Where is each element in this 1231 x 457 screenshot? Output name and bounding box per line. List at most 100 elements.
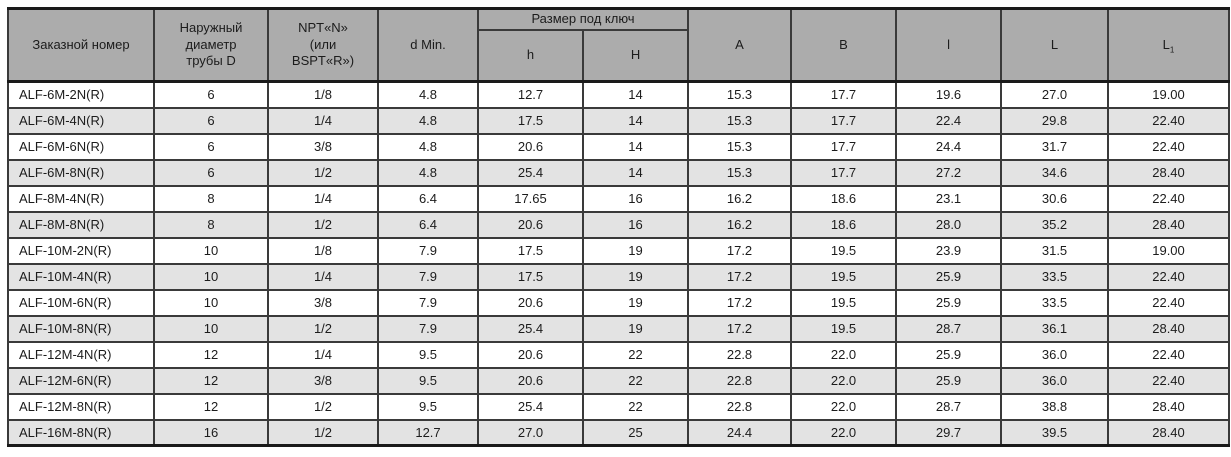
header-h-upper: H bbox=[581, 28, 690, 83]
cell-l-upper: 36.0 bbox=[1000, 366, 1110, 395]
cell-order-number: ALF-6M-2N(R) bbox=[7, 80, 155, 109]
header-row-main: Заказной номер Наружный диаметр трубы D … bbox=[7, 7, 1231, 83]
cell-a: 16.2 bbox=[687, 184, 793, 213]
cell-l-lower: 24.4 bbox=[895, 132, 1003, 161]
cell-l-lower: 28.7 bbox=[895, 314, 1003, 343]
cell-b: 22.0 bbox=[790, 366, 898, 395]
cell-order-number: ALF-12M-4N(R) bbox=[7, 340, 155, 369]
cell-outer-diameter: 10 bbox=[153, 262, 269, 291]
cell-wrench-h: 20.6 bbox=[477, 288, 584, 317]
cell-wrench-h: 20.6 bbox=[477, 210, 584, 239]
cell-npt: 1/4 bbox=[267, 106, 379, 135]
cell-npt: 1/2 bbox=[267, 210, 379, 239]
cell-order-number: ALF-12M-8N(R) bbox=[7, 392, 155, 421]
cell-l1: 28.40 bbox=[1107, 314, 1231, 343]
header-outer-diameter: Наружный диаметр трубы D bbox=[153, 7, 269, 83]
cell-a: 15.3 bbox=[687, 132, 793, 161]
cell-b: 22.0 bbox=[790, 340, 898, 369]
cell-l1: 22.40 bbox=[1107, 340, 1231, 369]
cell-l-lower: 23.9 bbox=[895, 236, 1003, 265]
cell-b: 17.7 bbox=[790, 132, 898, 161]
cell-d-min: 9.5 bbox=[377, 366, 479, 395]
cell-l-upper: 31.7 bbox=[1000, 132, 1110, 161]
cell-wrench-h: 27.0 bbox=[477, 418, 584, 447]
cell-outer-diameter: 10 bbox=[153, 236, 269, 265]
table-row: ALF-10M-8N(R) 10 1/2 7.9 25.4 19 17.2 19… bbox=[7, 314, 1231, 343]
cell-npt: 3/8 bbox=[267, 366, 379, 395]
cell-l-upper: 29.8 bbox=[1000, 106, 1110, 135]
cell-b: 19.5 bbox=[790, 314, 898, 343]
cell-npt: 1/2 bbox=[267, 418, 379, 447]
cell-l1: 19.00 bbox=[1107, 80, 1231, 109]
cell-order-number: ALF-6M-8N(R) bbox=[7, 158, 155, 187]
cell-outer-diameter: 12 bbox=[153, 340, 269, 369]
cell-l-lower: 19.6 bbox=[895, 80, 1003, 109]
header-l1: L1 bbox=[1107, 7, 1231, 83]
header-order-number: Заказной номер bbox=[7, 7, 155, 83]
cell-l-lower: 28.0 bbox=[895, 210, 1003, 239]
cell-d-min: 4.8 bbox=[377, 132, 479, 161]
cell-l-upper: 33.5 bbox=[1000, 288, 1110, 317]
cell-npt: 1/8 bbox=[267, 80, 379, 109]
cell-order-number: ALF-8M-4N(R) bbox=[7, 184, 155, 213]
cell-a: 22.8 bbox=[687, 366, 793, 395]
cell-wrench-h: 17.5 bbox=[477, 106, 584, 135]
cell-l1: 22.40 bbox=[1107, 262, 1231, 291]
header-l1-subscript: 1 bbox=[1169, 45, 1175, 55]
cell-a: 17.2 bbox=[687, 236, 793, 265]
header-row-sub: h H bbox=[8, 28, 1229, 83]
cell-b: 18.6 bbox=[790, 184, 898, 213]
cell-a: 15.3 bbox=[687, 158, 793, 187]
cell-l-lower: 22.4 bbox=[895, 106, 1003, 135]
cell-a: 17.2 bbox=[687, 262, 793, 291]
header-l1-base: L bbox=[1162, 36, 1170, 52]
cell-b: 19.5 bbox=[790, 236, 898, 265]
table-row: ALF-12M-4N(R) 12 1/4 9.5 20.6 22 22.8 22… bbox=[7, 340, 1231, 369]
cell-outer-diameter: 10 bbox=[153, 288, 269, 317]
cell-a: 15.3 bbox=[687, 80, 793, 109]
fitting-spec-table: Заказной номер Наружный диаметр трубы D … bbox=[7, 7, 1231, 447]
cell-l-upper: 35.2 bbox=[1000, 210, 1110, 239]
cell-b: 17.7 bbox=[790, 106, 898, 135]
cell-order-number: ALF-16M-8N(R) bbox=[7, 418, 155, 447]
cell-npt: 3/8 bbox=[267, 132, 379, 161]
cell-wrench-h-upper: 19 bbox=[581, 288, 690, 317]
cell-npt: 1/8 bbox=[267, 236, 379, 265]
cell-b: 17.7 bbox=[790, 80, 898, 109]
cell-wrench-h: 17.65 bbox=[477, 184, 584, 213]
cell-l1: 28.40 bbox=[1107, 392, 1231, 421]
cell-outer-diameter: 6 bbox=[153, 80, 269, 109]
cell-d-min: 7.9 bbox=[377, 236, 479, 265]
cell-wrench-h: 12.7 bbox=[477, 80, 584, 109]
cell-order-number: ALF-6M-6N(R) bbox=[7, 132, 155, 161]
cell-d-min: 9.5 bbox=[377, 340, 479, 369]
cell-a: 16.2 bbox=[687, 210, 793, 239]
cell-l-lower: 25.9 bbox=[895, 262, 1003, 291]
cell-wrench-h: 17.5 bbox=[477, 262, 584, 291]
cell-l1: 22.40 bbox=[1107, 288, 1231, 317]
header-npt-bspt: NPT«N» (или BSPT«R») bbox=[267, 7, 379, 83]
cell-npt: 3/8 bbox=[267, 288, 379, 317]
cell-outer-diameter: 10 bbox=[153, 314, 269, 343]
cell-l-lower: 25.9 bbox=[895, 340, 1003, 369]
table-body: ALF-6M-2N(R) 6 1/8 4.8 12.7 14 15.3 17.7… bbox=[7, 80, 1231, 447]
cell-wrench-h: 20.6 bbox=[477, 132, 584, 161]
table-row: ALF-6M-8N(R) 6 1/2 4.8 25.4 14 15.3 17.7… bbox=[7, 158, 1231, 187]
cell-outer-diameter: 8 bbox=[153, 184, 269, 213]
table-row: ALF-12M-6N(R) 12 3/8 9.5 20.6 22 22.8 22… bbox=[7, 366, 1231, 395]
cell-wrench-h-upper: 14 bbox=[581, 80, 690, 109]
cell-d-min: 7.9 bbox=[377, 288, 479, 317]
cell-d-min: 7.9 bbox=[377, 314, 479, 343]
cell-l-upper: 36.0 bbox=[1000, 340, 1110, 369]
table-row: ALF-10M-4N(R) 10 1/4 7.9 17.5 19 17.2 19… bbox=[7, 262, 1231, 291]
cell-d-min: 4.8 bbox=[377, 106, 479, 135]
table-row: ALF-12M-8N(R) 12 1/2 9.5 25.4 22 22.8 22… bbox=[7, 392, 1231, 421]
cell-order-number: ALF-10M-6N(R) bbox=[7, 288, 155, 317]
cell-wrench-h: 20.6 bbox=[477, 340, 584, 369]
cell-wrench-h-upper: 14 bbox=[581, 158, 690, 187]
cell-d-min: 6.4 bbox=[377, 184, 479, 213]
cell-wrench-h: 25.4 bbox=[477, 392, 584, 421]
cell-wrench-h-upper: 19 bbox=[581, 314, 690, 343]
cell-npt: 1/4 bbox=[267, 184, 379, 213]
cell-npt: 1/2 bbox=[267, 392, 379, 421]
